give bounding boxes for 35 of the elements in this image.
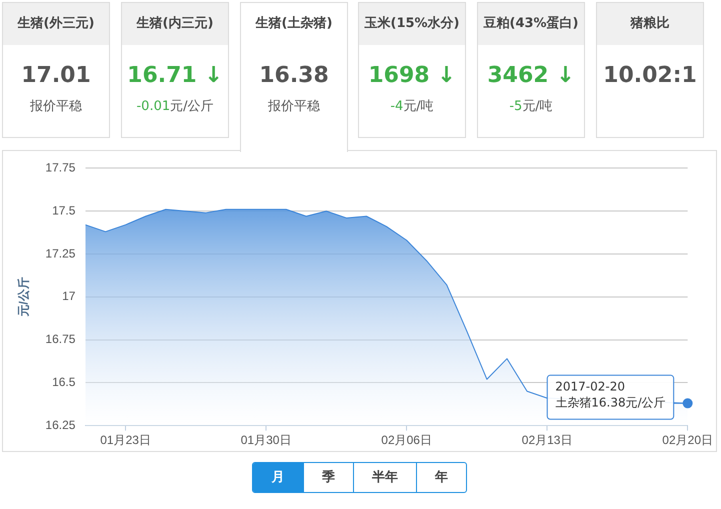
text: -5元/吨	[508, 98, 554, 115]
text: 报价平稳	[29, 98, 83, 115]
text: 生猪(内三元)	[122, 3, 228, 45]
text: 玉米(15%水分)	[359, 3, 465, 45]
text: 生猪(土杂猪)	[241, 3, 347, 45]
y-tick-label: 17.5	[52, 203, 76, 218]
x-tick-label: 01月23日	[100, 433, 151, 448]
text: 猪粮比	[597, 3, 703, 45]
y-tick-label: 16.5	[52, 375, 76, 390]
text: 3462 ↓	[486, 62, 576, 90]
text: 季	[303, 463, 353, 492]
x-tick-label: 02月13日	[522, 433, 572, 448]
text: 豆粕(43%蛋白)	[478, 3, 584, 45]
y-tick-label: 17.25	[45, 246, 76, 260]
y-tick-label: 17	[62, 289, 76, 304]
text: 年	[416, 463, 466, 492]
y-tick-label: 17.75	[45, 160, 76, 175]
text: 1698 ↓	[367, 62, 457, 90]
text: 10.02:1	[602, 62, 698, 90]
text: 17.01	[20, 62, 92, 90]
y-tick-label: 16.25	[45, 418, 76, 432]
text: 16.71 ↓	[126, 62, 224, 90]
text: -4元/吨	[389, 98, 435, 115]
text: 16.38	[258, 62, 330, 90]
y-tick-label: 16.75	[45, 332, 76, 346]
text: 生猪(外三元)	[3, 3, 109, 45]
x-tick-label: 02月20日	[662, 433, 714, 448]
x-tick-label: 02月06日	[381, 433, 432, 448]
x-tick-label: 01月30日	[240, 433, 292, 448]
text: -0.01元/公斤	[135, 98, 215, 115]
text: 月	[253, 463, 303, 492]
text: 半年	[353, 463, 416, 492]
text: 报价平稳	[267, 98, 321, 115]
annotation: 2017-02-20 土杂猪16.38元/公斤	[555, 379, 666, 410]
y-axis-title: 元/公斤	[16, 277, 31, 318]
